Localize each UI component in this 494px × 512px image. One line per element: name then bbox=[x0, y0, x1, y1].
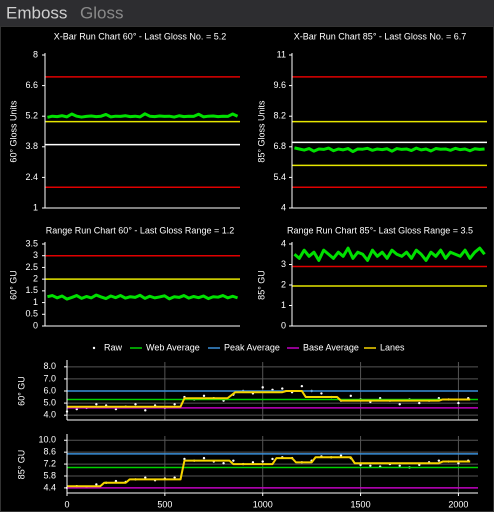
raw-point bbox=[457, 401, 460, 405]
y-axis-label: 60° GU bbox=[8, 270, 18, 300]
y-tick-label: 3.8 bbox=[25, 141, 38, 151]
chart-title: X-Bar Run Chart 60° - Last Gloss No. = 5… bbox=[54, 31, 226, 41]
raw-point bbox=[173, 476, 176, 479]
raw-point bbox=[457, 462, 460, 465]
raw-point bbox=[144, 409, 147, 412]
raw-point bbox=[418, 463, 421, 467]
raw-point bbox=[232, 459, 235, 462]
y-axis-label: 85° GU bbox=[256, 270, 266, 300]
tab-emboss[interactable]: Emboss bbox=[6, 3, 67, 22]
y-tick-label: 2 bbox=[33, 274, 38, 284]
series-line bbox=[294, 146, 485, 154]
raw-point bbox=[222, 462, 225, 465]
legend-label: Peak Average bbox=[224, 342, 280, 352]
raw-point bbox=[173, 403, 176, 406]
raw-point bbox=[95, 483, 98, 486]
x-tick-label: 1500 bbox=[351, 499, 371, 509]
y-tick-label: 0.5 bbox=[25, 309, 38, 319]
y-tick-label: 3 bbox=[281, 259, 286, 269]
y-tick-label: 5.4 bbox=[273, 172, 286, 182]
y-axis-label: 60° Gloss Units bbox=[8, 100, 18, 163]
legend-label: Raw bbox=[104, 342, 123, 352]
y-axis-label: 60° GU bbox=[16, 376, 26, 406]
y-tick-label: 2.5 bbox=[25, 262, 38, 272]
y-tick-label: 6.0 bbox=[43, 385, 56, 395]
y-tick-label: 6.6 bbox=[25, 80, 38, 90]
series-line bbox=[47, 293, 239, 301]
y-tick-label: 3 bbox=[33, 250, 38, 260]
raw-point bbox=[134, 403, 137, 406]
legend-label: Web Average bbox=[146, 342, 200, 352]
y-tick-label: 11 bbox=[277, 49, 286, 59]
raw-point bbox=[300, 384, 304, 388]
y-axis-label: 85° Gloss Units bbox=[256, 100, 266, 163]
raw-point bbox=[144, 476, 147, 479]
x-tick-label: 1000 bbox=[253, 499, 273, 509]
raw-point bbox=[398, 403, 401, 406]
raw-point bbox=[437, 459, 441, 462]
raw-point bbox=[261, 386, 264, 389]
legend-label: Base Average bbox=[303, 342, 359, 352]
y-tick-label: 5.2 bbox=[25, 111, 38, 121]
tab-bar bbox=[0, 0, 494, 26]
raw-point bbox=[359, 463, 362, 467]
y-tick-label: 1 bbox=[33, 202, 38, 212]
raw-point bbox=[271, 457, 274, 461]
x-tick-label: 500 bbox=[157, 499, 172, 509]
y-tick-label: 4 bbox=[281, 238, 286, 248]
legend-symbol bbox=[92, 346, 96, 350]
panel-frame bbox=[0, 26, 494, 512]
y-tick-label: 8.2 bbox=[273, 111, 286, 121]
tab-gloss[interactable]: Gloss bbox=[80, 3, 123, 22]
series-line bbox=[293, 246, 486, 262]
series-line bbox=[47, 112, 239, 119]
chart-title: X-Bar Run Chart 85° - Last Gloss No. = 6… bbox=[294, 31, 466, 41]
raw-point bbox=[339, 454, 343, 457]
chart-title: Range Run Chart 85°- Last Gloss Range = … bbox=[287, 225, 473, 235]
x-tick-label: 2000 bbox=[448, 499, 468, 509]
legend-label: Lanes bbox=[380, 342, 405, 352]
y-tick-label: 4.4 bbox=[43, 482, 56, 492]
raw-point bbox=[349, 394, 352, 398]
y-tick-label: 0 bbox=[281, 320, 286, 330]
raw-point bbox=[398, 464, 401, 467]
raw-point bbox=[320, 392, 323, 395]
y-axis-label: 85° GU bbox=[16, 450, 26, 480]
lanes-line bbox=[67, 390, 471, 408]
y-tick-label: 3.5 bbox=[25, 238, 38, 248]
lanes-line bbox=[67, 456, 471, 488]
y-tick-label: 2 bbox=[281, 279, 286, 289]
y-tick-label: 4 bbox=[281, 202, 286, 212]
y-tick-label: 8.6 bbox=[43, 447, 56, 457]
y-tick-label: 5.8 bbox=[43, 470, 56, 480]
y-tick-label: 10.0 bbox=[38, 435, 56, 445]
y-tick-label: 4.0 bbox=[43, 410, 56, 420]
raw-point bbox=[114, 479, 118, 483]
y-tick-label: 1 bbox=[281, 300, 286, 310]
y-tick-label: 7.0 bbox=[43, 373, 56, 383]
y-tick-label: 1.5 bbox=[25, 285, 38, 295]
raw-point bbox=[261, 460, 264, 463]
y-tick-label: 8 bbox=[33, 49, 38, 59]
y-tick-label: 7.2 bbox=[43, 458, 56, 468]
raw-point bbox=[281, 387, 284, 390]
raw-point bbox=[202, 394, 206, 398]
x-tick-label: 0 bbox=[64, 499, 69, 509]
raw-point bbox=[183, 457, 186, 461]
chart-title: Range Run Chart 60° - Last Gloss Range =… bbox=[46, 225, 234, 235]
y-tick-label: 6.8 bbox=[273, 141, 286, 151]
y-tick-label: 8.0 bbox=[43, 361, 56, 371]
y-tick-label: 9.6 bbox=[273, 80, 286, 90]
raw-point bbox=[251, 461, 255, 464]
raw-point bbox=[95, 403, 98, 406]
y-tick-label: 2.4 bbox=[25, 172, 38, 182]
raw-point bbox=[202, 456, 206, 460]
y-tick-label: 1 bbox=[33, 297, 38, 307]
raw-point bbox=[369, 464, 372, 467]
y-tick-label: 5.0 bbox=[43, 397, 56, 407]
y-tick-label: 0 bbox=[33, 320, 38, 330]
raw-point bbox=[418, 401, 421, 405]
